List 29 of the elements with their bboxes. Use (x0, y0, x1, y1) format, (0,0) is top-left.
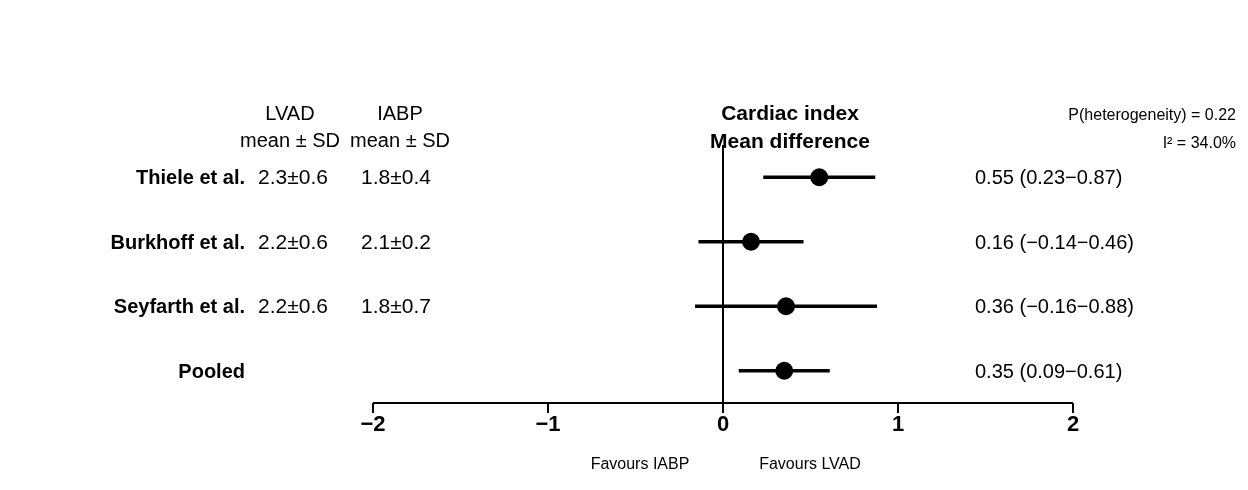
annotation: 0.36 (−0.16−0.88) (975, 294, 1135, 317)
text: mean ± SD (240, 128, 340, 151)
text: Favours IABP (590, 455, 690, 472)
text: 2.2±0.6 (258, 294, 328, 318)
x-tick-label: −2 (360, 410, 386, 436)
annotation: 0.16 (−0.14−0.46) (975, 230, 1135, 253)
y-tick-label: Pooled (178, 359, 245, 382)
x-tick-label: 0 (716, 410, 730, 436)
annotation: 1.8±0.7 (361, 294, 431, 318)
x-tick-label: 2 (1066, 410, 1080, 436)
text: LVAD (265, 101, 315, 124)
text: 2.3±0.6 (258, 165, 328, 189)
annotation: mean ± SD (350, 128, 450, 151)
text: 2.2±0.6 (258, 229, 328, 253)
annotation: 0.55 (0.23−0.87) (975, 165, 1123, 188)
x-tick-label: −1 (535, 410, 561, 436)
text: P(heterogeneity) = 0.22 (1068, 106, 1236, 123)
x-tick-label: 1 (891, 410, 905, 436)
chart-title: Cardiac index (721, 101, 859, 125)
text: Favours LVAD (759, 455, 861, 472)
annotation: 0.35 (0.09−0.61) (975, 359, 1123, 382)
text: I² = 34.0% (1162, 134, 1236, 151)
annotation: 2.1±0.2 (361, 229, 431, 253)
y-tick-label: Thiele et al. (136, 166, 245, 189)
y-tick-label: Seyfarth et al. (113, 295, 245, 318)
y-tick-label: Burkhoff et al. (110, 230, 245, 253)
chart-subtitle: Mean difference (710, 129, 870, 153)
text: IABP (377, 101, 423, 124)
annotation: 1.8±0.4 (361, 165, 431, 189)
